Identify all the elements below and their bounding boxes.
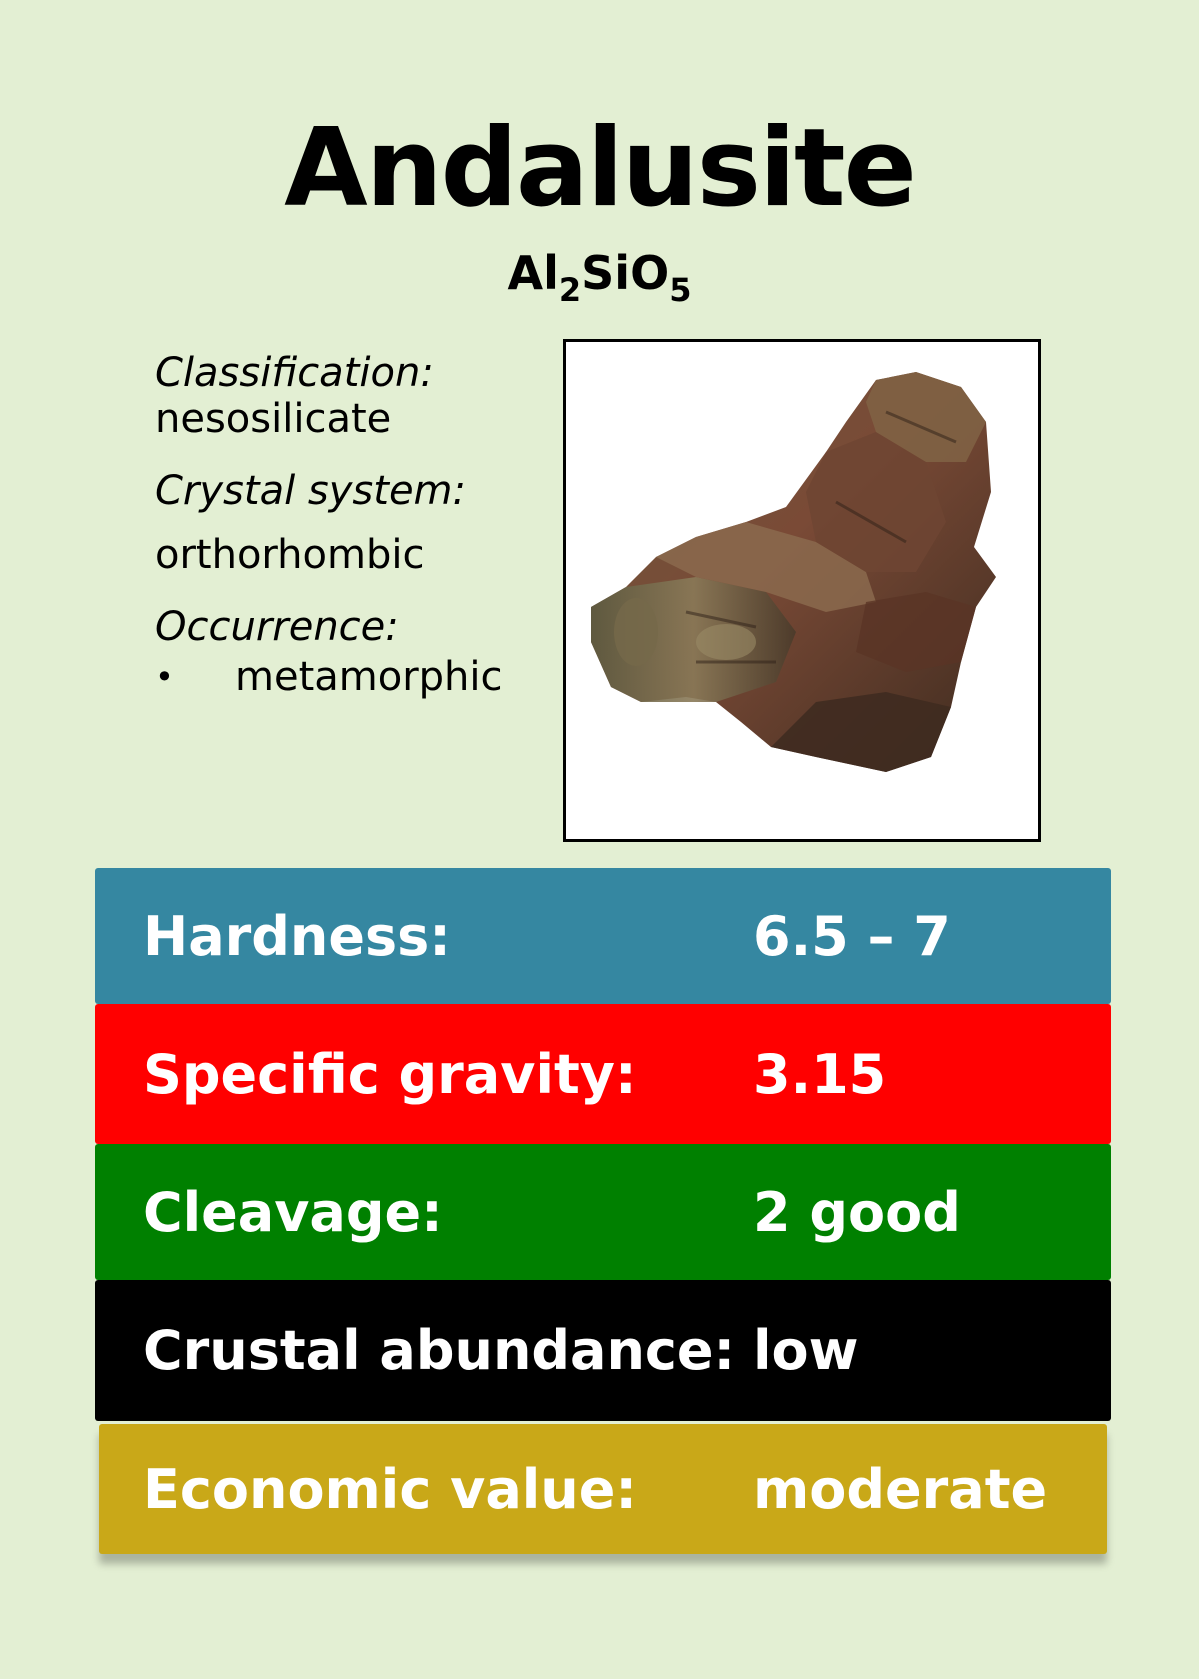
occurrence-label: Occurrence: [155,604,399,650]
property-value: low [753,1319,859,1382]
property-row-specific-gravity: Specific gravity: 3.15 [95,1004,1111,1144]
bullet-icon: • [155,658,174,696]
classification-label: Classification: [155,350,434,396]
occurrence-item: • metamorphic [155,650,555,704]
property-label: Crustal abundance: [143,1319,736,1382]
property-label: Economic value: [143,1457,637,1521]
mineral-photo [563,339,1041,842]
occurrence-value: metamorphic [235,654,503,700]
formula-element-1: Al [507,246,559,300]
property-value: 6.5 – 7 [753,904,951,968]
chemical-formula: Al2SiO5 [0,250,1199,306]
property-value: moderate [753,1457,1048,1521]
mineral-name: Andalusite [284,106,917,231]
andalusite-specimen-image [591,372,996,772]
mineral-details: Classification: nesosilicate Crystal sys… [155,350,555,704]
property-row-cleavage: Cleavage: 2 good [95,1144,1111,1280]
property-value: 3.15 [753,1042,887,1106]
property-value: 2 good [753,1180,961,1244]
property-row-crustal-abundance: Crustal abundance: low [95,1280,1111,1421]
property-row-hardness: Hardness: 6.5 – 7 [95,868,1111,1004]
property-label: Hardness: [143,904,451,968]
formula-element-2: SiO [581,246,670,300]
formula-subscript-1: 2 [558,271,582,309]
property-label: Cleavage: [143,1180,443,1244]
crystal-system-value: orthorhombic [155,532,425,578]
crystal-system-label: Crystal system: [155,468,466,514]
classification-value: nesosilicate [155,396,392,442]
property-label: Specific gravity: [143,1042,637,1106]
property-row-economic-value: Economic value: moderate [99,1424,1107,1554]
formula-subscript-2: 5 [669,271,692,309]
